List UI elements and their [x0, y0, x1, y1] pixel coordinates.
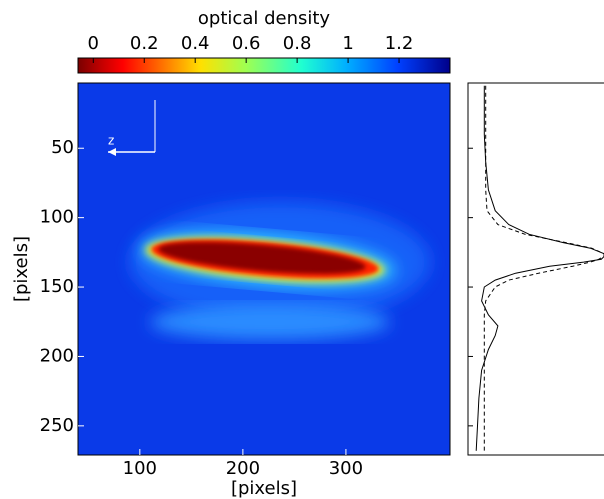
profile-frame	[467, 82, 604, 456]
x-tick-label: 200	[226, 458, 260, 479]
y-tick-label: 200	[40, 345, 74, 366]
profile-line	[483, 85, 604, 451]
y-tick-label: 250	[40, 415, 74, 436]
annotation: z	[108, 134, 114, 148]
colorbar-tick-label: 1.2	[385, 33, 414, 54]
colorbar	[77, 57, 451, 74]
colorbar-tick-label: 0.2	[130, 33, 159, 54]
profile-line	[475, 85, 604, 451]
y-tick-label: 50	[51, 137, 74, 158]
image	[78, 83, 450, 455]
colorbar-tick-label: 0	[88, 33, 99, 54]
colorbar-tick-label: 1	[342, 33, 353, 54]
image-frame	[77, 82, 451, 456]
colorbar-tick-label: 0.6	[232, 33, 261, 54]
colorbar-label: optical density	[198, 8, 330, 29]
x-tick-label: 300	[329, 458, 363, 479]
y-axis-label: [pixels]	[11, 236, 32, 302]
y-tick-label: 100	[40, 207, 74, 228]
arrow-head	[108, 148, 116, 156]
colorbar-tick-label: 0.8	[283, 33, 312, 54]
x-tick-label: 100	[123, 458, 157, 479]
y-tick-label: 150	[40, 276, 74, 297]
colorbar-tick-label: 0.4	[181, 33, 210, 54]
x-axis-label: [pixels]	[231, 478, 297, 499]
